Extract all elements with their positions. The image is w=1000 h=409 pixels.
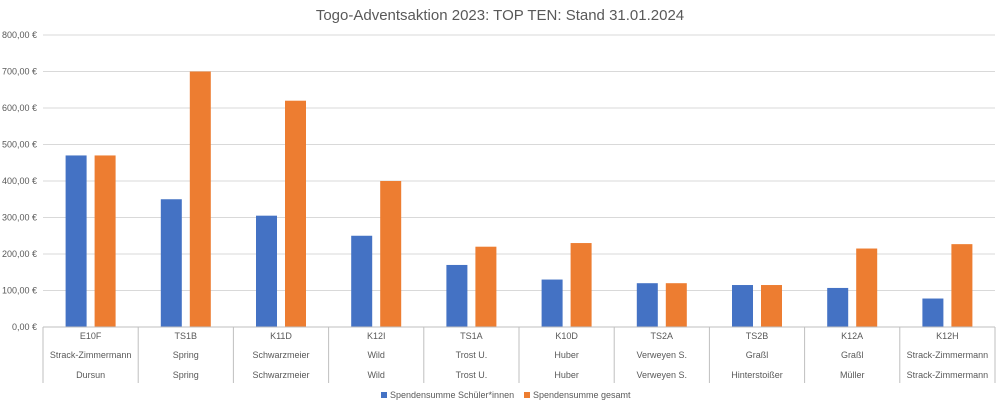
x-category-label-level-2: Wild (367, 350, 385, 360)
bar-gesamt-ts1a (475, 246, 497, 327)
x-category-label-level-1: K10D (555, 331, 578, 341)
x-category-label-level-2: Strack-Zimmermann (907, 350, 989, 360)
x-axis-categories: E10F Strack-Zimmermann Dursun TS1B Spring Spr… (42, 326, 996, 383)
x-category-label-level-1: TS2B (746, 331, 769, 341)
bar-schueler-ts1b (160, 199, 182, 327)
x-category-label-level-1: TS2A (651, 331, 674, 341)
x-category-label-level-2: Verweyen S. (637, 350, 688, 360)
y-tick-label: 200,00 € (2, 249, 37, 259)
bar-gesamt-k12h (951, 244, 973, 327)
x-category-label-level-2: Spring (173, 350, 199, 360)
x-category-label-level-2: Graßl (746, 350, 769, 360)
bar-gesamt-ts2a (665, 283, 687, 327)
bar-gesamt-k12i (380, 181, 402, 327)
y-tick-label: 500,00 € (2, 140, 37, 150)
bars (65, 71, 973, 327)
bar-schueler-e10f (65, 155, 87, 327)
bar-schueler-k11d (256, 215, 277, 327)
x-category-label-level-1: TS1B (175, 331, 198, 341)
legend-swatch (524, 392, 530, 398)
y-tick-label: 700,00 € (2, 67, 37, 77)
y-axis-ticks: 0,00 € 100,00 € 200,00 € 300,00 € 400,00 € 50… (2, 30, 37, 332)
bar-schueler-k10d (541, 279, 563, 327)
x-category-label-level-2: Schwarzmeier (252, 350, 309, 360)
x-category-label-level-3: Dursun (76, 370, 105, 380)
x-category-label-level-3: Verweyen S. (637, 370, 688, 380)
x-category-label-level-3: Spring (173, 370, 199, 380)
bar-schueler-k12a (827, 287, 849, 327)
bar-schueler-ts1a (446, 264, 468, 327)
y-tick-label: 400,00 € (2, 176, 37, 186)
bar-schueler-ts2b (732, 285, 753, 327)
x-category-label-level-3: Strack-Zimmermann (907, 370, 989, 380)
legend: Spendensumme Schüler*innen Spendensumme g… (381, 390, 631, 400)
chart-title: Togo-Adventsaktion 2023: TOP TEN: Stand … (316, 7, 684, 24)
bar-gesamt-e10f (94, 155, 116, 327)
bar-schueler-ts2a (636, 283, 658, 327)
y-tick-label: 0,00 € (12, 322, 37, 332)
x-category-label-level-3: Müller (840, 370, 865, 380)
y-tick-label: 800,00 € (2, 30, 37, 40)
x-category-label-level-1: K11D (270, 331, 292, 341)
x-category-label-level-2: Huber (554, 350, 579, 360)
bar-schueler-k12h (922, 298, 944, 327)
legend-label: Spendensumme gesamt (533, 390, 631, 400)
bar-gesamt-ts2b (761, 285, 782, 327)
gridlines (43, 34, 995, 328)
x-category-label-level-1: K12H (936, 331, 959, 341)
x-category-label-level-2: Trost U. (456, 350, 488, 360)
x-category-label-level-3: Schwarzmeier (252, 370, 309, 380)
x-category-label-level-1: E10F (80, 331, 102, 341)
bar-gesamt-k11d (285, 100, 306, 327)
y-tick-label: 100,00 € (2, 286, 37, 296)
legend-swatch (381, 392, 387, 398)
x-category-label-level-1: K12A (841, 331, 863, 341)
bar-gesamt-k12a (856, 248, 878, 327)
y-tick-label: 600,00 € (2, 103, 37, 113)
x-category-label-level-2: Strack-Zimmermann (50, 350, 132, 360)
x-category-label-level-1: TS1A (460, 331, 483, 341)
x-category-label-level-1: K12I (367, 331, 386, 341)
x-category-label-level-3: Wild (367, 370, 385, 380)
x-category-label-level-3: Huber (554, 370, 579, 380)
bar-gesamt-ts1b (189, 71, 211, 327)
x-category-label-level-3: Trost U. (456, 370, 488, 380)
legend-label: Spendensumme Schüler*innen (390, 390, 514, 400)
x-category-label-level-3: Hinterstoißer (731, 370, 783, 380)
y-tick-label: 300,00 € (2, 213, 37, 223)
bar-schueler-k12i (351, 235, 373, 327)
x-category-label-level-2: Graßl (841, 350, 864, 360)
bar-gesamt-k10d (570, 243, 592, 327)
